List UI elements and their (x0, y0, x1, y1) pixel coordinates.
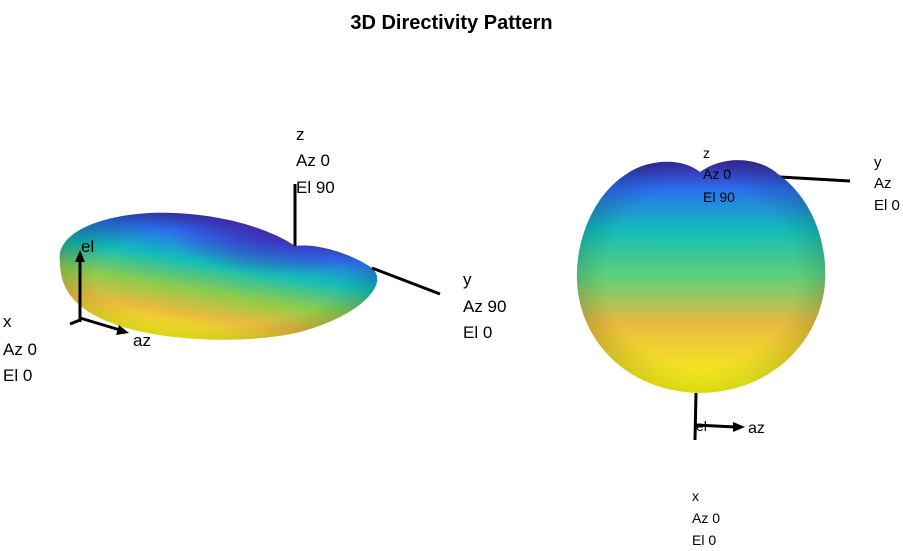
y-axis-line (372, 268, 440, 294)
z-axis-label-oblique: z Az 0 El 90 (296, 125, 335, 197)
y-axis-label-oblique: y Az 90 El 0 (463, 270, 511, 342)
az-label-oblique: az (133, 331, 151, 350)
x-axis-stub (70, 320, 80, 324)
view-oblique: el az x Az 0 El 0 y Az 90 El 0 z Az 0 El… (3, 125, 511, 385)
az-arrow-head-front (733, 422, 745, 432)
az-label-front: az (748, 420, 765, 437)
x-axis-label-oblique: x Az 0 El 0 (3, 312, 42, 385)
view-front: el az z Az 0 El 90 y Az El 0 x Az 0 El 0 (577, 145, 900, 548)
y-axis-line-front (780, 177, 850, 181)
y-axis-label-front: y Az El 0 (874, 154, 900, 214)
z-axis-label-front: z Az 0 El 90 (703, 145, 735, 205)
x-axis-label-front: x Az 0 El 0 (692, 488, 724, 548)
el-label-oblique: el (81, 237, 94, 256)
el-label-front: el (696, 418, 707, 434)
